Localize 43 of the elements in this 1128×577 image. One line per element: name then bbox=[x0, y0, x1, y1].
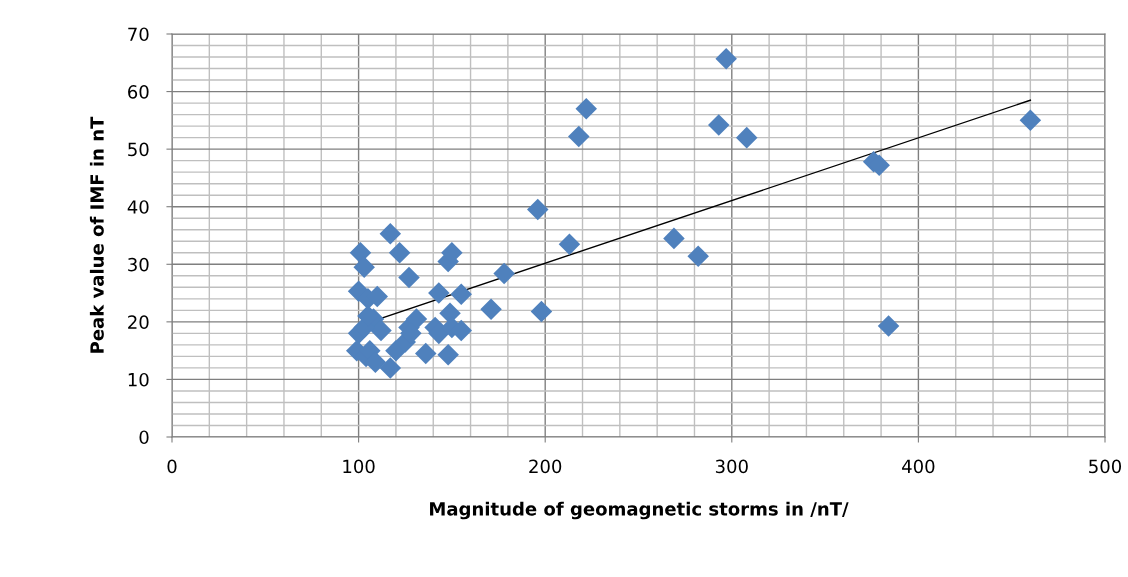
y-tick-label: 20 bbox=[128, 315, 149, 329]
y-tick-label: 50 bbox=[128, 142, 149, 157]
point bbox=[353, 256, 375, 278]
point bbox=[568, 125, 590, 148]
point bbox=[530, 300, 553, 323]
point bbox=[575, 98, 598, 120]
y-tick-label: 0 bbox=[139, 430, 149, 445]
point bbox=[379, 223, 402, 245]
point bbox=[379, 357, 402, 379]
point bbox=[493, 262, 515, 285]
x-tick-label: 500 bbox=[1089, 459, 1122, 474]
point bbox=[398, 266, 420, 289]
x-tick-label: 400 bbox=[902, 459, 935, 474]
x-tick-label: 200 bbox=[529, 459, 562, 474]
y-tick-label: 60 bbox=[128, 85, 149, 99]
y-tick-label: 10 bbox=[128, 372, 149, 387]
point bbox=[388, 242, 411, 264]
point bbox=[405, 308, 428, 330]
point bbox=[480, 298, 502, 320]
point bbox=[370, 319, 392, 342]
point bbox=[663, 227, 685, 250]
point bbox=[526, 198, 549, 221]
point bbox=[877, 315, 900, 337]
point bbox=[687, 245, 709, 267]
x-tick-label: 100 bbox=[343, 459, 375, 474]
point bbox=[558, 233, 581, 255]
point bbox=[428, 282, 450, 304]
point bbox=[715, 48, 737, 70]
point bbox=[1019, 109, 1042, 132]
x-tick-label: 0 bbox=[167, 459, 177, 474]
y-tick-label: 40 bbox=[127, 200, 149, 214]
point bbox=[349, 242, 372, 264]
y-axis-title: Peak value of IMF in nT bbox=[89, 116, 104, 353]
x-tick-label: 300 bbox=[715, 459, 748, 474]
point bbox=[450, 283, 472, 305]
point bbox=[437, 343, 459, 366]
x-axis-title: Magnitude of geomagnetic storms in /nT/ bbox=[430, 501, 849, 520]
point bbox=[707, 114, 730, 136]
point bbox=[735, 126, 758, 149]
point bbox=[364, 351, 387, 373]
y-tick-label: 70 bbox=[128, 27, 149, 42]
y-tick-label: 30 bbox=[128, 257, 149, 272]
point bbox=[415, 342, 437, 365]
